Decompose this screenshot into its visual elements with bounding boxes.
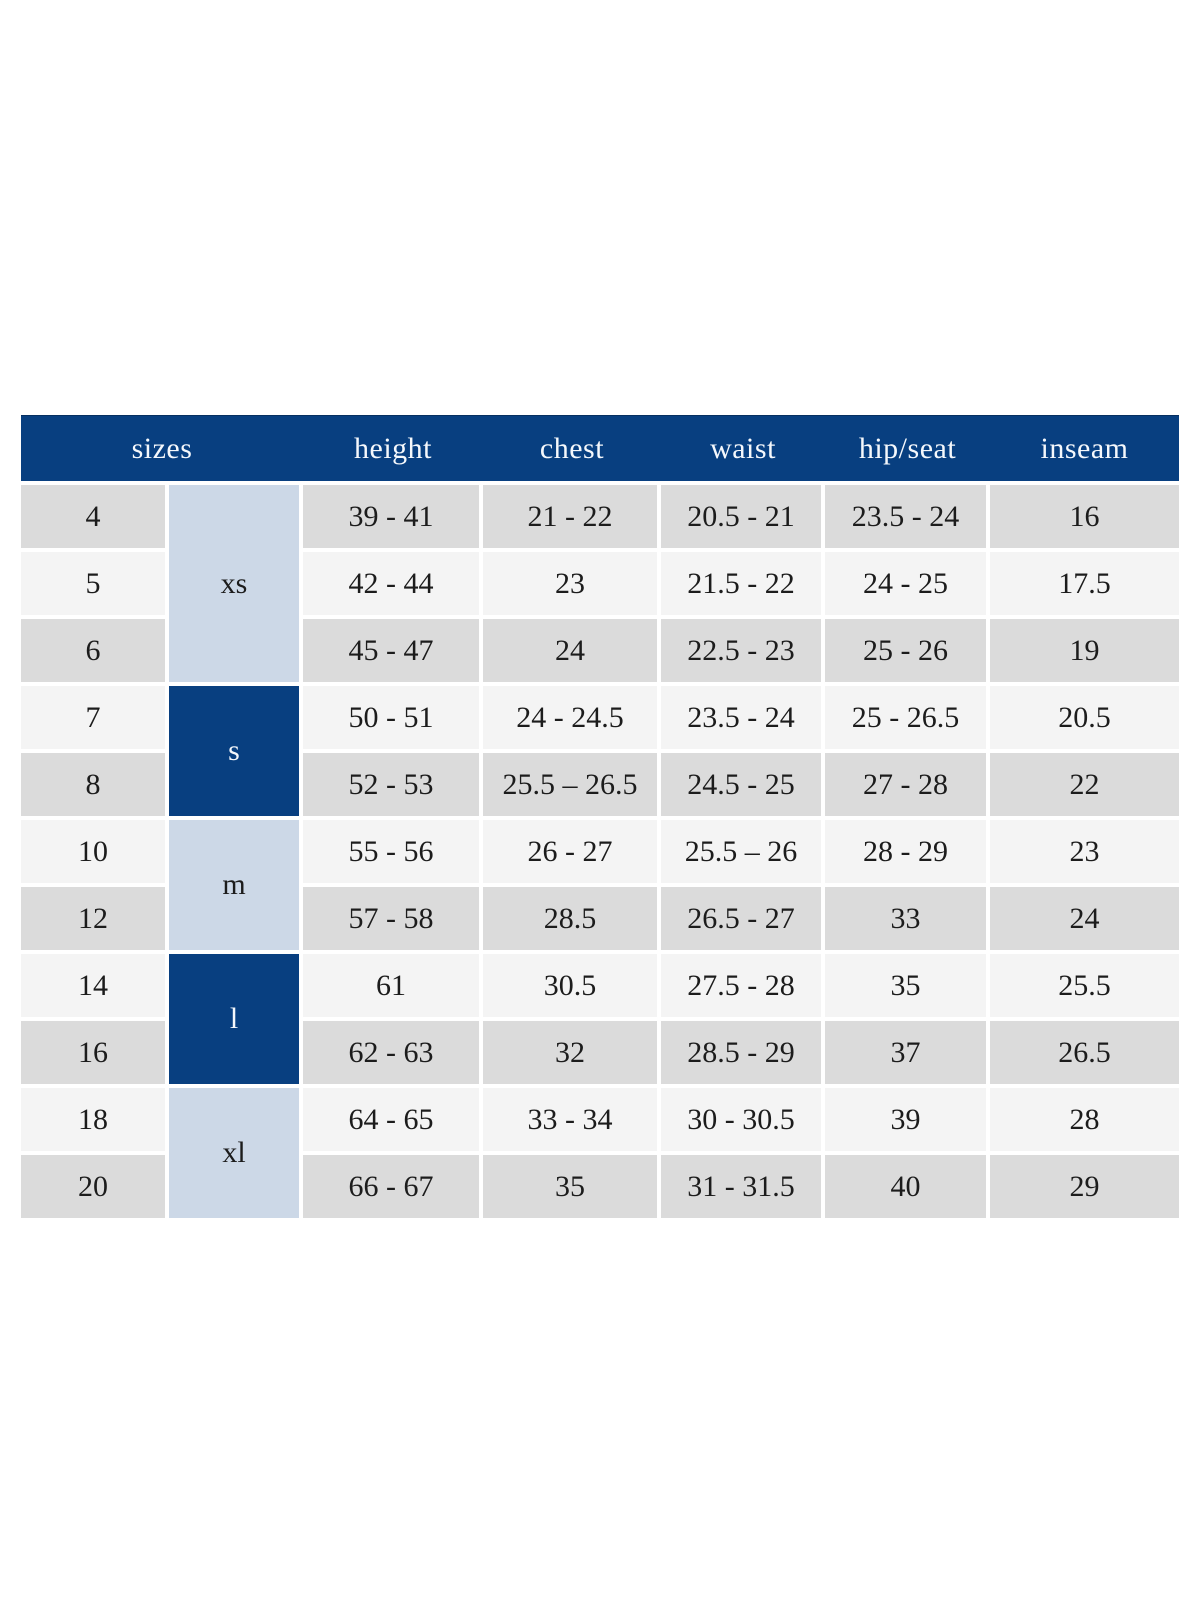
header-cell-sizes: sizes bbox=[131, 431, 193, 465]
chest-cell: 26 - 27 bbox=[483, 820, 657, 883]
chest-cell: 24 - 24.5 bbox=[483, 686, 657, 749]
height-cell: 39 - 41 bbox=[303, 485, 479, 548]
header-cell-inseam: inseam bbox=[1040, 431, 1129, 465]
waist-cell: 30 - 30.5 bbox=[661, 1088, 821, 1151]
height-cell: 64 - 65 bbox=[303, 1088, 479, 1151]
waist-cell: 24.5 - 25 bbox=[661, 753, 821, 816]
chest-cell: 35 bbox=[483, 1155, 657, 1218]
chest-cell: 28.5 bbox=[483, 887, 657, 950]
waist-cell: 20.5 - 21 bbox=[661, 485, 821, 548]
hip-seat-cell: 25 - 26.5 bbox=[825, 686, 986, 749]
hip-seat-cell: 23.5 - 24 bbox=[825, 485, 986, 548]
size-group-cell-xs: xs bbox=[169, 485, 299, 682]
size-number-cell: 16 bbox=[21, 1021, 165, 1084]
size-number-cell: 7 bbox=[21, 686, 165, 749]
chest-cell: 32 bbox=[483, 1021, 657, 1084]
height-cell: 42 - 44 bbox=[303, 552, 479, 615]
waist-cell: 25.5 – 26 bbox=[661, 820, 821, 883]
table-header-row: sizes height chest waist hip/seat inseam bbox=[21, 415, 1179, 481]
chest-cell: 25.5 – 26.5 bbox=[483, 753, 657, 816]
size-group-cell-m: m bbox=[169, 820, 299, 950]
height-cell: 66 - 67 bbox=[303, 1155, 479, 1218]
hip-seat-cell: 25 - 26 bbox=[825, 619, 986, 682]
height-cell: 61 bbox=[303, 954, 479, 1017]
hip-seat-cell: 27 - 28 bbox=[825, 753, 986, 816]
waist-cell: 26.5 - 27 bbox=[661, 887, 821, 950]
inseam-cell: 19 bbox=[990, 619, 1179, 682]
inseam-cell: 17.5 bbox=[990, 552, 1179, 615]
inseam-cell: 22 bbox=[990, 753, 1179, 816]
chest-cell: 30.5 bbox=[483, 954, 657, 1017]
size-number-cell: 8 bbox=[21, 753, 165, 816]
waist-cell: 21.5 - 22 bbox=[661, 552, 821, 615]
size-chart-table: sizes height chest waist hip/seat inseam… bbox=[21, 415, 1179, 1218]
waist-cell: 22.5 - 23 bbox=[661, 619, 821, 682]
hip-seat-cell: 33 bbox=[825, 887, 986, 950]
height-cell: 57 - 58 bbox=[303, 887, 479, 950]
header-cell-waist: waist bbox=[710, 431, 776, 465]
hip-seat-cell: 35 bbox=[825, 954, 986, 1017]
inseam-cell: 20.5 bbox=[990, 686, 1179, 749]
header-cell-height: height bbox=[354, 431, 432, 465]
inseam-cell: 23 bbox=[990, 820, 1179, 883]
hip-seat-cell: 40 bbox=[825, 1155, 986, 1218]
hip-seat-cell: 39 bbox=[825, 1088, 986, 1151]
size-group-cell-xl: xl bbox=[169, 1088, 299, 1218]
size-number-cell: 18 bbox=[21, 1088, 165, 1151]
chest-cell: 21 - 22 bbox=[483, 485, 657, 548]
chest-cell: 33 - 34 bbox=[483, 1088, 657, 1151]
hip-seat-cell: 24 - 25 bbox=[825, 552, 986, 615]
waist-cell: 27.5 - 28 bbox=[661, 954, 821, 1017]
chest-cell: 24 bbox=[483, 619, 657, 682]
inseam-cell: 26.5 bbox=[990, 1021, 1179, 1084]
size-number-cell: 10 bbox=[21, 820, 165, 883]
size-number-cell: 5 bbox=[21, 552, 165, 615]
waist-cell: 23.5 - 24 bbox=[661, 686, 821, 749]
size-number-cell: 6 bbox=[21, 619, 165, 682]
inseam-cell: 29 bbox=[990, 1155, 1179, 1218]
header-cell-hip-seat: hip/seat bbox=[858, 431, 957, 465]
height-cell: 45 - 47 bbox=[303, 619, 479, 682]
inseam-cell: 16 bbox=[990, 485, 1179, 548]
height-cell: 50 - 51 bbox=[303, 686, 479, 749]
inseam-cell: 28 bbox=[990, 1088, 1179, 1151]
height-cell: 52 - 53 bbox=[303, 753, 479, 816]
hip-seat-cell: 37 bbox=[825, 1021, 986, 1084]
size-number-cell: 14 bbox=[21, 954, 165, 1017]
header-cell-chest: chest bbox=[539, 431, 605, 465]
size-group-cell-l: l bbox=[169, 954, 299, 1084]
waist-cell: 31 - 31.5 bbox=[661, 1155, 821, 1218]
hip-seat-cell: 28 - 29 bbox=[825, 820, 986, 883]
inseam-cell: 25.5 bbox=[990, 954, 1179, 1017]
chest-cell: 23 bbox=[483, 552, 657, 615]
size-number-cell: 12 bbox=[21, 887, 165, 950]
size-number-cell: 4 bbox=[21, 485, 165, 548]
waist-cell: 28.5 - 29 bbox=[661, 1021, 821, 1084]
height-cell: 55 - 56 bbox=[303, 820, 479, 883]
size-group-cell-s: s bbox=[169, 686, 299, 816]
size-number-cell: 20 bbox=[21, 1155, 165, 1218]
height-cell: 62 - 63 bbox=[303, 1021, 479, 1084]
inseam-cell: 24 bbox=[990, 887, 1179, 950]
